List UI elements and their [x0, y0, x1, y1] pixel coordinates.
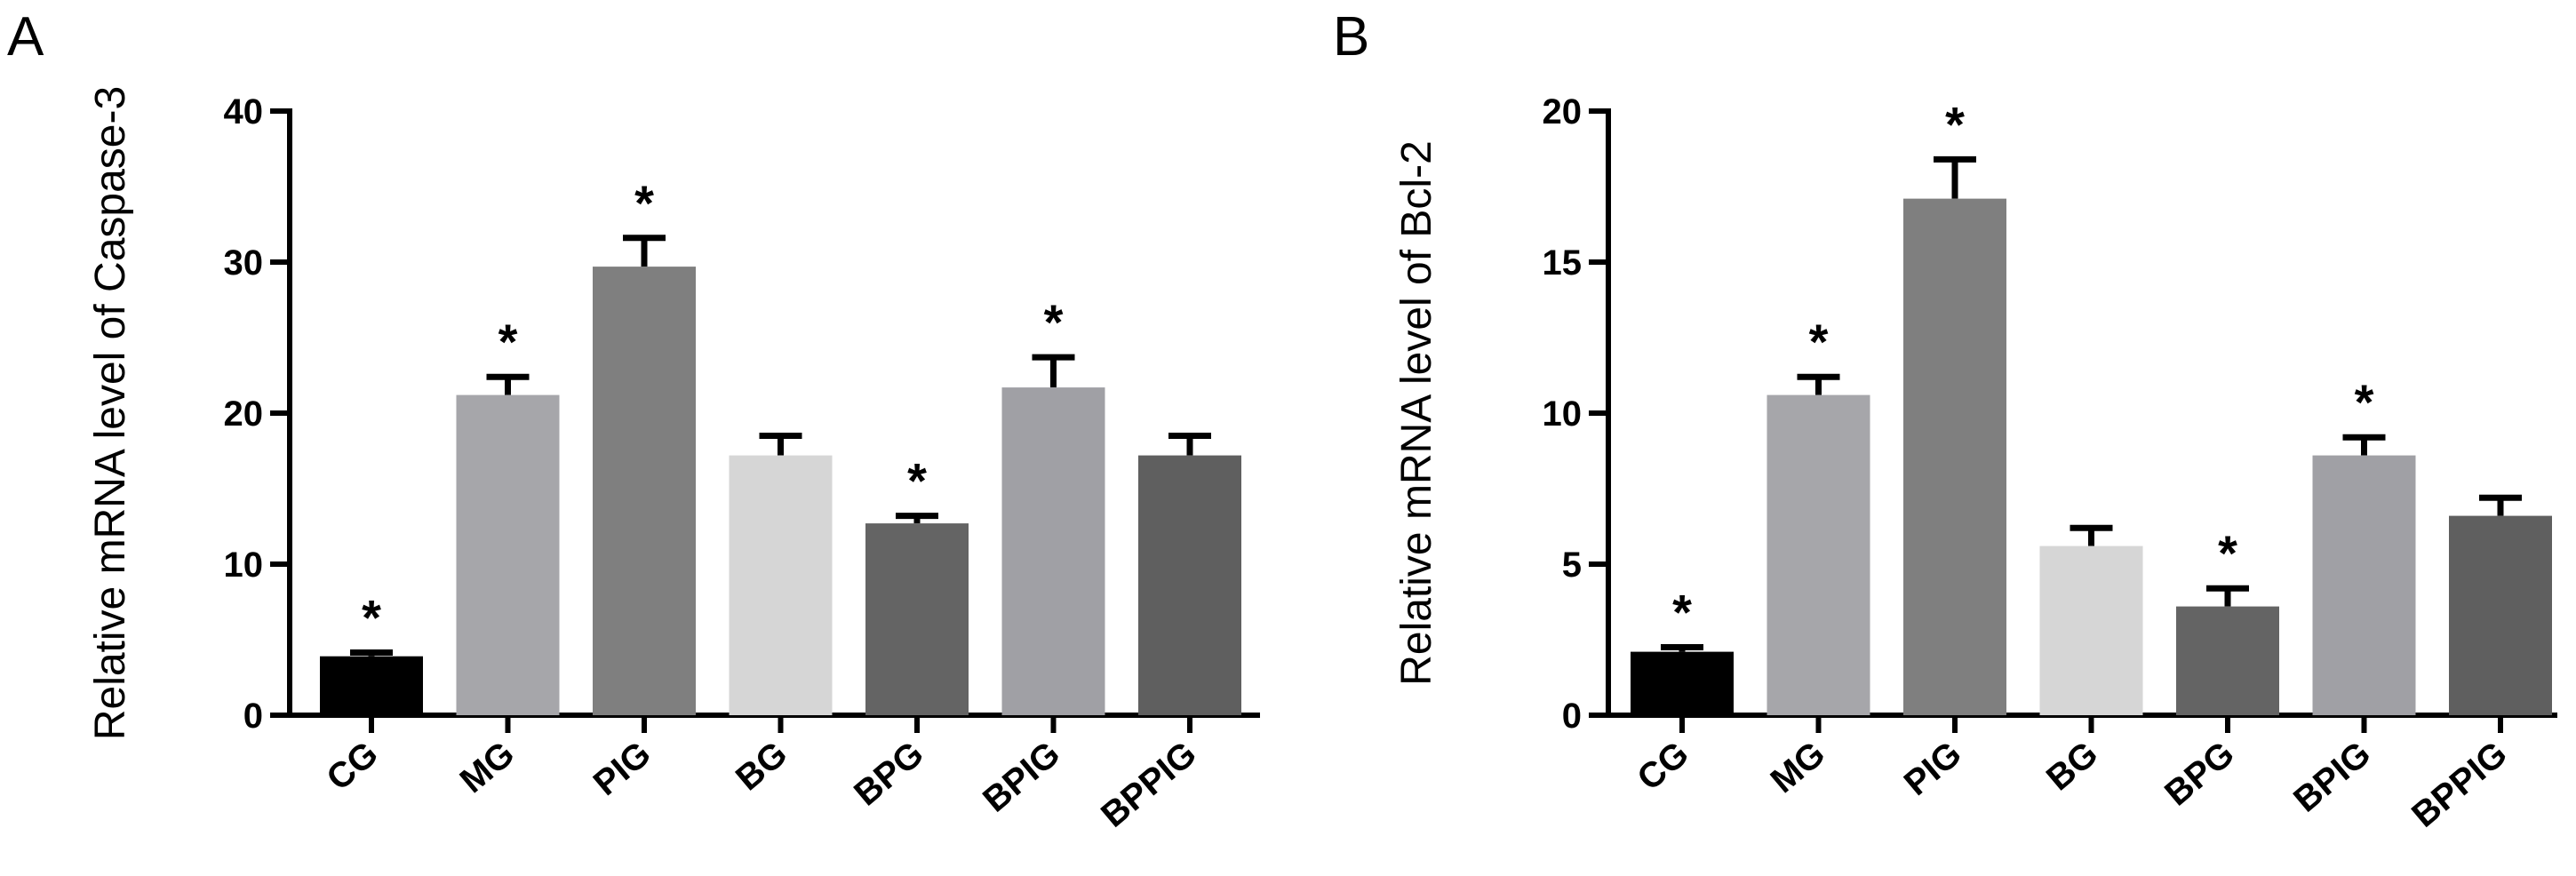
bar-cg — [320, 656, 423, 715]
y-tick-label: 20 — [1543, 92, 1583, 131]
bar-bg — [2039, 546, 2143, 715]
bar-bppig — [1138, 455, 1241, 715]
y-tick-label: 0 — [243, 697, 263, 736]
bar-bpig — [2312, 455, 2416, 715]
bar-bpg — [865, 523, 969, 715]
panel-a: A Relative mRNA level of Caspase-3 0 10 20 30… — [7, 6, 1260, 835]
bar-bppig — [2449, 515, 2552, 715]
significance-star: * — [1809, 314, 1829, 370]
y-tick-label: 0 — [1562, 697, 1582, 736]
significance-star: * — [1945, 96, 1965, 152]
x-tick-label: PIG — [1897, 734, 1969, 803]
y-tick-label: 15 — [1543, 243, 1583, 283]
bar-mg — [456, 394, 560, 715]
x-tick-label: BG — [2039, 734, 2105, 798]
x-tick-label: BPG — [847, 734, 931, 813]
bar-cg — [1631, 651, 1734, 715]
panel-letter: A — [7, 6, 44, 68]
y-tick-label: 10 — [1543, 394, 1583, 434]
x-tick-label: MG — [1764, 734, 1833, 800]
bar-mg — [1767, 394, 1870, 715]
significance-star: * — [498, 314, 518, 370]
x-tick-label: BG — [729, 734, 794, 798]
significance-star: * — [1672, 585, 1692, 641]
x-tick-label: CG — [1631, 734, 1696, 798]
y-tick-label: 10 — [224, 546, 264, 585]
x-tick-label: BPIG — [2286, 734, 2378, 820]
y-tick-label: 30 — [224, 243, 264, 283]
x-tick-label: PIG — [586, 734, 658, 803]
x-tick-label: BPPIG — [2405, 734, 2515, 835]
y-tick-label: 40 — [224, 92, 264, 131]
y-axis-label: Relative mRNA level of Caspase-3 — [87, 86, 134, 740]
panel-letter: B — [1333, 6, 1369, 68]
panel-b: B Relative mRNA level of Bcl-2 0 5 10 15 20 * CG… — [1333, 6, 2557, 835]
y-tick-label: 5 — [1562, 546, 1582, 585]
significance-star: * — [2355, 374, 2374, 430]
bar-bg — [729, 455, 833, 715]
x-tick-label: BPPIG — [1094, 734, 1204, 835]
y-axis-label: Relative mRNA level of Bcl-2 — [1393, 140, 1440, 686]
significance-star: * — [907, 453, 927, 509]
x-tick-label: BPG — [2157, 734, 2242, 813]
bar-bpig — [1001, 387, 1105, 715]
bar-pig — [1903, 198, 2006, 716]
y-tick-label: 20 — [224, 394, 264, 434]
significance-star: * — [1044, 294, 1064, 350]
x-tick-label: CG — [320, 734, 386, 798]
x-tick-label: MG — [453, 734, 522, 800]
significance-star: * — [362, 589, 381, 645]
x-tick-label: BPIG — [976, 734, 1067, 820]
bar-pig — [593, 267, 696, 715]
bar-bpg — [2176, 606, 2279, 715]
significance-star: * — [634, 175, 654, 231]
significance-star: * — [2218, 525, 2237, 581]
